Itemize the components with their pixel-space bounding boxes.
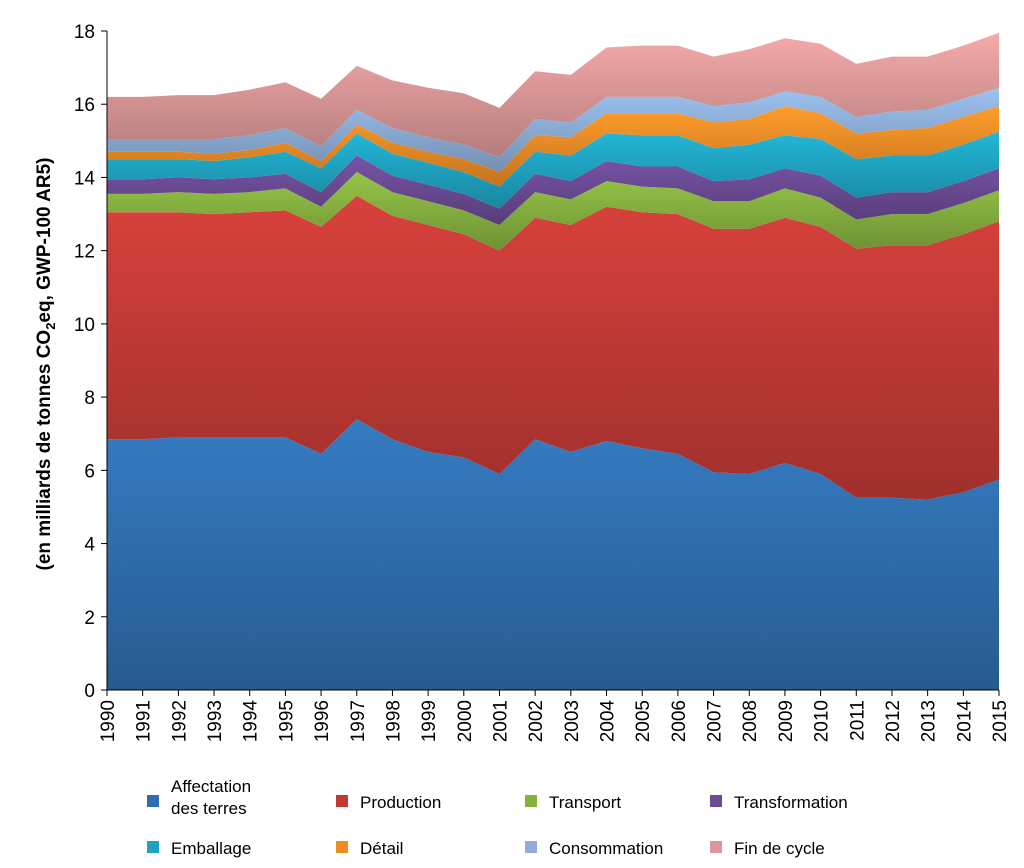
- y-tick-label: 8: [84, 388, 95, 409]
- legend-label: Affectation: [171, 777, 251, 796]
- x-tick-label: 2001: [491, 700, 512, 742]
- x-tick-label: 2008: [740, 700, 761, 742]
- area-transport: [107, 172, 999, 251]
- legend: Affectation des terres Production Transport…: [147, 777, 848, 858]
- y-tick-label: 4: [84, 535, 95, 556]
- area-detail: [107, 106, 999, 187]
- x-tick-label: 1996: [312, 700, 333, 742]
- legend-item-production: Production: [336, 793, 441, 812]
- x-tick-labels: 1990 1991 1992 1993 1994 1995 1996 1997 1998 1999…: [98, 700, 1011, 743]
- area-fin-de-cycle: [107, 32, 999, 158]
- y-tick-label: 0: [84, 681, 95, 702]
- legend-item-emballage: Emballage: [147, 839, 251, 858]
- x-tick-label: 2007: [705, 700, 726, 742]
- legend-label: des terres: [171, 799, 247, 818]
- legend-item-affectation-des-terres: Affectation des terres: [147, 777, 251, 818]
- legend-swatch: [336, 841, 348, 853]
- y-tick-label: 10: [74, 315, 95, 336]
- x-tick-label: 2010: [812, 700, 833, 742]
- legend-swatch: [147, 795, 159, 807]
- x-tick-label: 1990: [98, 700, 119, 742]
- legend-label: Fin de cycle: [734, 839, 825, 858]
- legend-swatch: [710, 841, 722, 853]
- legend-label: Production: [360, 793, 441, 812]
- area-emballage: [107, 131, 999, 209]
- x-tick-label: 1998: [383, 700, 404, 742]
- x-tick-label: 2015: [990, 700, 1011, 742]
- x-tick-label: 1993: [205, 700, 226, 742]
- x-tick-label: 2014: [954, 700, 975, 743]
- x-tick-label: 1995: [276, 700, 297, 742]
- y-axis-title-part-1: (en milliards de tonnes CO: [34, 330, 55, 571]
- x-tick-label: 1997: [348, 700, 369, 742]
- y-tick-labels: 0 2 4 6 8 10 12 14 16 18: [74, 22, 96, 702]
- x-tick-label: 2003: [562, 700, 583, 742]
- x-tick-label: 2002: [526, 700, 547, 742]
- legend-label: Détail: [360, 839, 403, 858]
- legend-label: Consommation: [549, 839, 663, 858]
- axes: [101, 30, 1000, 696]
- area-production: [107, 195, 999, 500]
- legend-swatch: [336, 795, 348, 807]
- legend-item-fin-de-cycle: Fin de cycle: [710, 839, 825, 858]
- x-tick-label: 2000: [455, 700, 476, 742]
- y-tick-label: 6: [84, 461, 95, 482]
- x-tick-label: 2006: [669, 700, 690, 742]
- x-tick-label: 2005: [633, 700, 654, 742]
- legend-label: Transport: [549, 793, 621, 812]
- y-axis-title-part-2: eq, GWP-100 AR5): [34, 157, 55, 322]
- legend-label: Transformation: [734, 793, 848, 812]
- x-tick-label: 2011: [847, 700, 868, 741]
- legend-swatch: [710, 795, 722, 807]
- area-affectation-des-terres: [107, 419, 999, 690]
- y-tick-label: 18: [74, 22, 95, 43]
- legend-swatch: [525, 795, 537, 807]
- x-tick-label: 2012: [883, 700, 904, 742]
- x-tick-label: 1994: [241, 700, 262, 743]
- area-layer: [107, 32, 999, 690]
- x-tick-label: 1999: [419, 700, 440, 742]
- legend-swatch: [147, 841, 159, 853]
- x-tick-label: 1991: [134, 700, 155, 742]
- legend-swatch: [525, 841, 537, 853]
- y-axis-title: (en milliards de tonnes CO2eq, GWP-100 A…: [34, 157, 58, 570]
- y-tick-label: 12: [74, 242, 95, 263]
- x-tick-label: 2004: [598, 700, 619, 743]
- y-tick-label: 14: [74, 168, 96, 189]
- area-transformation: [107, 155, 999, 225]
- legend-item-consommation: Consommation: [525, 839, 663, 858]
- legend-label: Emballage: [171, 839, 251, 858]
- legend-item-detail: Détail: [336, 839, 403, 858]
- legend-item-transport: Transport: [525, 793, 621, 812]
- x-tick-label: 1992: [169, 700, 190, 742]
- y-axis-title-subscript: 2: [43, 323, 58, 330]
- y-tick-label: 2: [84, 608, 95, 629]
- legend-item-transformation: Transformation: [710, 793, 848, 812]
- x-tick-label: 2013: [919, 700, 940, 742]
- y-tick-label: 16: [74, 95, 95, 116]
- x-tick-label: 2009: [776, 700, 797, 742]
- area-consommation: [107, 87, 999, 172]
